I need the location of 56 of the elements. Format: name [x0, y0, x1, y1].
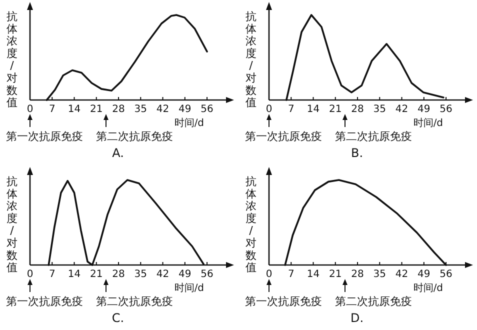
x-tick-label: 42 — [395, 104, 408, 115]
text: 第一次抗原免疫 — [6, 130, 83, 143]
x-tick-label: 35 — [134, 269, 148, 280]
y-axis-title: 抗体浓度/对数值 — [246, 175, 256, 274]
x-tick-label: 56 — [440, 104, 452, 115]
x-tick-label: 49 — [178, 104, 192, 115]
text: D. — [350, 311, 364, 325]
x-tick-label: 56 — [200, 269, 214, 280]
x-tick-label: 56 — [200, 104, 214, 115]
text: 第二次抗原免疫 — [96, 295, 173, 308]
x-tick-label: 14 — [68, 269, 81, 280]
x-tick-label: 35 — [134, 104, 148, 115]
x-tick-label: 42 — [156, 104, 170, 115]
x-axis-title: 时间/d — [174, 282, 204, 294]
x-tick-label: 21 — [329, 269, 342, 280]
x-tick-label: 28 — [351, 104, 364, 115]
x-tick-label: 7 — [288, 269, 294, 280]
x-tick-label: 21 — [329, 104, 342, 115]
x-tick-label: 0 — [26, 269, 34, 280]
x-tick-label: 56 — [440, 269, 452, 280]
text: 第一次抗原免疫 — [6, 295, 83, 308]
y-axis-title: 抗体浓度/对数值 — [6, 10, 18, 110]
y-axis-title: 抗体浓度/对数值 — [6, 175, 18, 274]
x-tick-label: 7 — [288, 104, 294, 115]
x-tick-label: 42 — [156, 269, 170, 280]
text: 第一次抗原免疫 — [245, 130, 322, 143]
text: C. — [112, 311, 124, 325]
x-tick-label: 28 — [112, 104, 125, 115]
x-tick-label: 42 — [395, 269, 408, 280]
text: B. — [350, 146, 364, 160]
text: A. — [112, 146, 124, 160]
text: 第二次抗原免疫 — [335, 295, 412, 308]
x-tick-label: 0 — [266, 269, 272, 280]
x-tick-label: 7 — [48, 104, 56, 115]
x-axis-title: 时间/d — [413, 282, 444, 294]
x-tick-label: 14 — [306, 269, 320, 280]
x-tick-label: 49 — [178, 269, 192, 280]
x-tick-label: 21 — [90, 269, 103, 280]
x-tick-label: 0 — [26, 104, 34, 115]
x-tick-label: 14 — [306, 104, 320, 115]
x-tick-label: 35 — [373, 104, 386, 115]
text: 第一次抗原免疫 — [245, 295, 322, 308]
x-tick-label: 35 — [373, 269, 386, 280]
x-tick-label: 0 — [266, 104, 272, 115]
x-tick-label: 49 — [418, 104, 430, 115]
x-tick-label: 14 — [68, 104, 81, 115]
text: 第二次抗原免疫 — [96, 130, 173, 143]
text: 第二次抗原免疫 — [335, 130, 412, 143]
x-tick-label: 21 — [90, 104, 103, 115]
x-axis-title: 时间/d — [174, 117, 204, 129]
x-axis-title: 时间/d — [413, 117, 444, 129]
x-tick-label: 49 — [418, 269, 430, 280]
x-tick-label: 28 — [112, 269, 125, 280]
x-tick-label: 7 — [48, 269, 56, 280]
x-tick-label: 28 — [351, 269, 364, 280]
y-axis-title: 抗体浓度/对数值 — [246, 10, 256, 110]
